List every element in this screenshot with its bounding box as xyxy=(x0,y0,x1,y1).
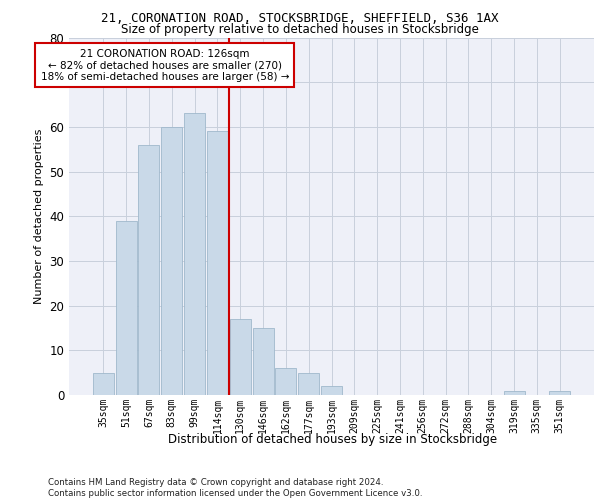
Text: 21 CORONATION ROAD: 126sqm
← 82% of detached houses are smaller (270)
18% of sem: 21 CORONATION ROAD: 126sqm ← 82% of deta… xyxy=(41,48,289,82)
Bar xyxy=(230,319,251,395)
Bar xyxy=(549,390,570,395)
Bar xyxy=(253,328,274,395)
Bar xyxy=(207,132,228,395)
Bar xyxy=(298,372,319,395)
Bar xyxy=(503,390,524,395)
Text: 21, CORONATION ROAD, STOCKSBRIDGE, SHEFFIELD, S36 1AX: 21, CORONATION ROAD, STOCKSBRIDGE, SHEFF… xyxy=(101,12,499,24)
Bar xyxy=(275,368,296,395)
Bar xyxy=(321,386,342,395)
Bar xyxy=(139,145,160,395)
Text: Size of property relative to detached houses in Stocksbridge: Size of property relative to detached ho… xyxy=(121,22,479,36)
Y-axis label: Number of detached properties: Number of detached properties xyxy=(34,128,44,304)
Text: Contains HM Land Registry data © Crown copyright and database right 2024.
Contai: Contains HM Land Registry data © Crown c… xyxy=(48,478,422,498)
Text: Distribution of detached houses by size in Stocksbridge: Distribution of detached houses by size … xyxy=(169,432,497,446)
Bar xyxy=(184,114,205,395)
Bar xyxy=(161,127,182,395)
Bar xyxy=(116,220,137,395)
Bar xyxy=(93,372,114,395)
